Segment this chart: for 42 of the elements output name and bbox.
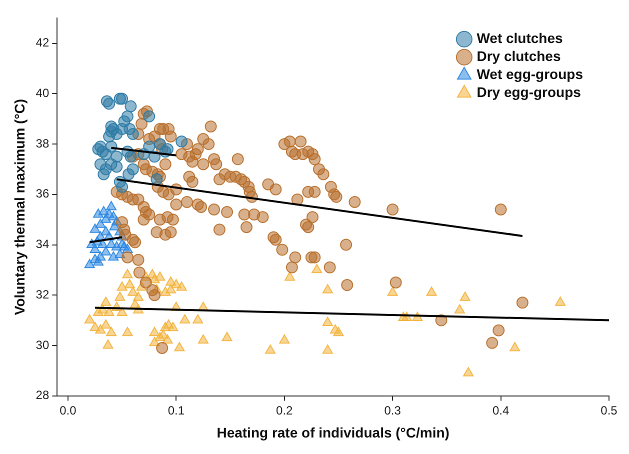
point: [116, 238, 128, 248]
legend-label: Wet clutches: [476, 30, 564, 46]
point: [150, 173, 163, 186]
point: [98, 168, 110, 180]
y-tick-label: 32: [36, 287, 50, 302]
point: [95, 218, 106, 228]
point: [106, 201, 117, 210]
point: [95, 251, 106, 261]
point: [103, 130, 116, 143]
y-tick-label: 38: [36, 136, 50, 150]
x-tick-label: 0.3: [384, 403, 402, 418]
y-axis-title: Voluntary thermal maximum (°C): [11, 98, 28, 316]
point: [143, 110, 156, 122]
y-tick-label: 40: [36, 86, 50, 100]
point: [126, 128, 139, 140]
point: [100, 246, 112, 256]
y-tick-label: 42: [36, 36, 50, 50]
point: [108, 251, 119, 261]
point: [176, 136, 188, 148]
point: [143, 140, 156, 153]
point: [97, 238, 108, 248]
point: [103, 98, 116, 110]
point: [90, 224, 100, 233]
y-tick-label: 34: [36, 237, 50, 252]
point: [116, 92, 128, 105]
x-tick-label: 0.4: [492, 403, 510, 418]
point: [122, 168, 135, 180]
x-tick-label: 0.1: [168, 403, 185, 418]
legend-label: Dry clutches: [476, 48, 561, 64]
y-tick-label: 36: [36, 186, 50, 201]
legend-label: Dry egg-groups: [476, 84, 582, 100]
point: [84, 258, 95, 268]
x-tick-label: 0.5: [600, 403, 618, 418]
point: [124, 100, 137, 112]
x-tick-label: 0.0: [60, 403, 77, 418]
point: [110, 160, 123, 173]
legend-label: Wet egg-groups: [476, 66, 584, 82]
x-axis-title: Heating rate of individuals (°C/min): [216, 424, 450, 440]
x-tick-label: 0.2: [276, 403, 294, 418]
y-tick-label: 28: [36, 388, 50, 402]
point: [116, 180, 128, 193]
y-tick-label: 30: [36, 338, 50, 352]
